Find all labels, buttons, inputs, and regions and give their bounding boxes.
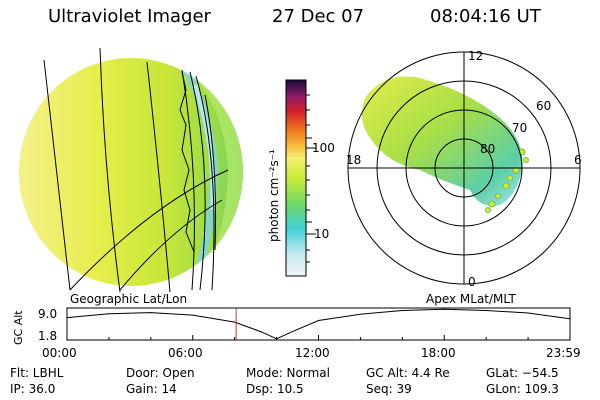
altitude-x-ticks [66, 335, 571, 340]
mlt-label-6: 6 [574, 153, 582, 167]
mlat-label-60: 60 [536, 99, 551, 113]
mlt-label-12: 12 [468, 49, 483, 63]
altitude-xtick-4: 23:59 [546, 346, 581, 360]
colorbar-tick-100: 100 [312, 141, 335, 155]
status-glat: GLat: −54.5 [486, 366, 559, 380]
altitude-xtick-0: 00:00 [42, 346, 77, 360]
status-gc-alt: GC Alt: 4.4 Re [366, 366, 450, 380]
status-filter: Flt: LBHL [10, 366, 64, 380]
earth-image [19, 58, 243, 286]
colorbar-ticks [306, 94, 316, 263]
status-door: Door: Open [126, 366, 195, 380]
altitude-xtick-2: 12:00 [295, 346, 330, 360]
altitude-ytick-1-8: 1.8 [38, 329, 57, 343]
altitude-xtick-3: 18:00 [421, 346, 456, 360]
status-glon: GLon: 109.3 [486, 382, 559, 396]
altitude-xtick-1: 06:00 [168, 346, 203, 360]
instrument-title: Ultraviolet Imager [48, 6, 211, 27]
mlat-label-80: 80 [480, 142, 495, 156]
altitude-profile-line [66, 308, 570, 340]
status-mode: Mode: Normal [246, 366, 330, 380]
status-dsp: Dsp: 10.5 [246, 382, 304, 396]
colorbar-tick-10: 10 [314, 227, 329, 241]
status-ip: IP: 36.0 [10, 382, 56, 396]
mlt-label-0: 0 [468, 275, 476, 289]
status-seq: Seq: 39 [366, 382, 412, 396]
geographic-grid [43, 47, 229, 293]
altitude-plot: 9.0 1.8 GC Alt 00:00 06:00 12:00 18:00 2… [12, 307, 581, 360]
mlat-label-70: 70 [512, 121, 527, 135]
coastline [179, 71, 195, 253]
date-label: 27 Dec 07 [272, 6, 365, 27]
polar-plot: 12 18 6 0 60 70 80 [346, 49, 582, 289]
left-panel-title: Geographic Lat/Lon [70, 292, 187, 306]
altitude-ytick-9: 9.0 [38, 307, 57, 321]
mlt-label-18: 18 [346, 153, 361, 167]
right-panel-title: Apex MLat/MLT [426, 292, 516, 306]
status-gain: Gain: 14 [126, 382, 177, 396]
colorbar [285, 79, 307, 277]
time-label: 08:04:16 UT [430, 6, 541, 27]
colorbar-unit: photon cm⁻²s⁻¹ [267, 149, 281, 242]
altitude-ylabel: GC Alt [12, 310, 25, 345]
auroral-oval [361, 76, 523, 206]
